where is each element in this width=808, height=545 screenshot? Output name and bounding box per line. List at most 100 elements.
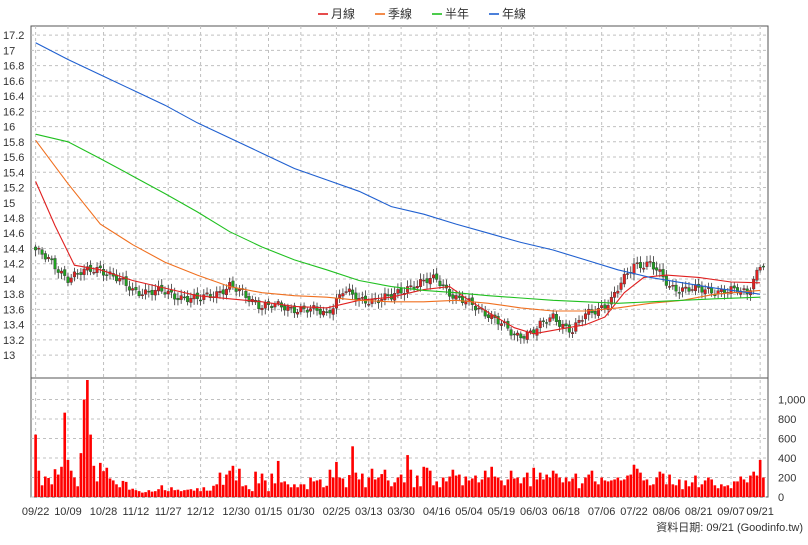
candle-body (732, 285, 736, 289)
price-y-tick-label: 14.6 (3, 228, 24, 240)
candle-body (428, 278, 432, 285)
price-y-tick-label: 14.2 (3, 259, 24, 271)
candle (661, 263, 665, 282)
volume-bar (509, 470, 513, 497)
candle-body (66, 276, 70, 283)
candle (166, 284, 170, 300)
candle-body (59, 270, 63, 274)
volume-bar (590, 470, 594, 497)
volume-bar (755, 475, 759, 497)
volume-bar (752, 471, 755, 497)
volume-bar (493, 476, 497, 497)
candle (431, 269, 435, 283)
candle (137, 285, 141, 299)
candle-body (613, 292, 617, 298)
candle-body (509, 329, 513, 336)
volume-bar (490, 466, 494, 497)
candle-body (354, 292, 358, 301)
candle-body (299, 306, 303, 313)
candle-body (454, 295, 458, 300)
candle-body (684, 286, 688, 289)
volume-bar (263, 480, 267, 497)
candle-body (166, 290, 170, 295)
volume-bar (69, 470, 73, 497)
volume-bar (665, 484, 668, 497)
volume-bar (76, 486, 79, 497)
candle (642, 261, 646, 273)
volume-bar (635, 468, 639, 497)
volume-bar (102, 471, 105, 497)
x-tick-label: 02/25 (323, 506, 351, 518)
volume-bar (293, 484, 296, 497)
volume-bar (270, 473, 274, 497)
x-tick-label: 12/30 (222, 506, 250, 518)
candle (344, 286, 348, 295)
volume-bar (82, 399, 86, 497)
candle-body (596, 308, 600, 316)
candle (613, 286, 617, 304)
candle-body (182, 296, 186, 299)
candle-body (257, 300, 261, 309)
volume-bar (296, 487, 299, 497)
candle-body (396, 289, 400, 294)
candle-body (144, 289, 148, 295)
volume-bar (267, 491, 270, 497)
candle-body (69, 277, 73, 283)
candle (425, 272, 429, 289)
volume-bar (173, 490, 177, 497)
volume-bar (500, 480, 503, 497)
volume-bar (131, 488, 134, 497)
candle-body (761, 265, 765, 268)
volume-bar (519, 483, 523, 497)
volume-bar (577, 488, 581, 497)
moving-average-line (35, 139, 761, 312)
candle-body (318, 308, 322, 315)
candle-body (461, 296, 465, 303)
candle-body (153, 289, 157, 296)
candle-body (47, 257, 51, 259)
price-y-tick-label: 17.2 (3, 30, 24, 42)
candle-body (37, 247, 41, 250)
volume-bar (218, 472, 222, 497)
candle-body (700, 286, 704, 293)
price-panel: 13 13.2 13.4 13.6 13.8 14 14.2 14.4 14.6 14.8 15 15… (3, 25, 769, 497)
candle-body (56, 269, 60, 273)
candle-body (53, 258, 57, 270)
candle (124, 270, 128, 292)
candle-body (367, 304, 371, 306)
candle-body (703, 289, 707, 294)
volume-bar (684, 480, 688, 497)
volume-bar (639, 472, 642, 497)
volume-bar (231, 465, 235, 497)
volume-bar (95, 481, 99, 497)
candle (386, 288, 390, 301)
candle-body (522, 336, 526, 339)
volume-bar (111, 480, 115, 497)
candle (205, 287, 209, 297)
volume-bar (432, 485, 435, 497)
candle (538, 317, 542, 334)
candle (496, 312, 500, 331)
volume-bar (215, 484, 219, 497)
volume-bar (529, 486, 532, 497)
volume-bar (723, 486, 726, 497)
candle-body (758, 267, 762, 271)
candle (668, 280, 672, 290)
candle-body (205, 292, 209, 295)
candle (118, 272, 122, 286)
candle (153, 284, 157, 301)
candle (147, 285, 151, 298)
volume-bar (183, 490, 186, 497)
candle-body (512, 333, 516, 336)
volume-bar (186, 489, 189, 497)
candle-body (283, 305, 287, 311)
candle-body (360, 297, 364, 299)
volume-bar (642, 480, 646, 497)
price-y-tick-label: 15.6 (3, 152, 24, 164)
volume-bar (354, 472, 358, 497)
volume-bar (202, 487, 206, 497)
volume-bar (60, 466, 63, 497)
candle-body (609, 296, 613, 305)
volume-bar (425, 467, 429, 497)
volume-bar (390, 486, 393, 497)
